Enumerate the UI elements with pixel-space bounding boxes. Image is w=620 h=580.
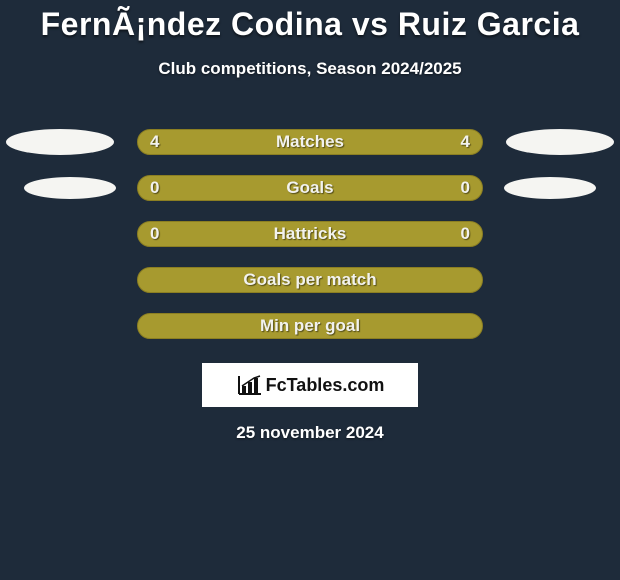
stats-container: 4 Matches 4 0 Goals 0 0 Hattricks 0 Goal… (0, 119, 620, 349)
date-label: 25 november 2024 (0, 423, 620, 443)
brand-box: FcTables.com (202, 363, 418, 407)
brand-text: FcTables.com (266, 375, 385, 396)
stat-bar: Goals per match (137, 267, 483, 293)
stat-row-goals: 0 Goals 0 (0, 165, 620, 211)
stat-left-value: 0 (150, 224, 159, 244)
left-marker (6, 129, 114, 155)
stat-bar: Min per goal (137, 313, 483, 339)
stat-label: Min per goal (260, 316, 360, 336)
stat-row-hattricks: 0 Hattricks 0 (0, 211, 620, 257)
stat-right-value: 0 (461, 178, 470, 198)
stat-left-value: 4 (150, 132, 159, 152)
left-marker (24, 177, 116, 199)
stat-label: Goals (286, 178, 333, 198)
stat-right-value: 0 (461, 224, 470, 244)
subtitle: Club competitions, Season 2024/2025 (0, 59, 620, 79)
stat-label: Matches (276, 132, 344, 152)
stat-row-mpg: Min per goal (0, 303, 620, 349)
stat-bar: 0 Goals 0 (137, 175, 483, 201)
right-marker (504, 177, 596, 199)
stat-label: Hattricks (274, 224, 347, 244)
stat-right-value: 4 (461, 132, 470, 152)
stat-row-matches: 4 Matches 4 (0, 119, 620, 165)
stat-row-gpm: Goals per match (0, 257, 620, 303)
stat-bar: 4 Matches 4 (137, 129, 483, 155)
stat-bar: 0 Hattricks 0 (137, 221, 483, 247)
stat-label: Goals per match (243, 270, 376, 290)
chart-icon (236, 374, 262, 396)
stat-left-value: 0 (150, 178, 159, 198)
page-title: FernÃ¡ndez Codina vs Ruiz Garcia (0, 0, 620, 43)
right-marker (506, 129, 614, 155)
